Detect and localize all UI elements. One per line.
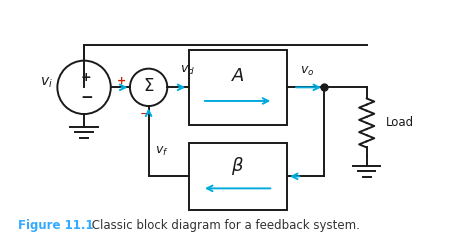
Text: $v_d$: $v_d$ (180, 64, 195, 77)
Text: −: − (140, 108, 150, 121)
Bar (188, 50, 287, 125)
Text: +: + (117, 76, 126, 86)
Text: −: − (80, 90, 93, 105)
Text: $v_i$: $v_i$ (40, 76, 53, 90)
Text: Figure 11.1: Figure 11.1 (18, 219, 94, 232)
Text: $A$: $A$ (231, 67, 245, 85)
Bar (188, 143, 287, 210)
Text: Load: Load (386, 116, 414, 129)
Text: $v_f$: $v_f$ (155, 145, 169, 158)
Text: $v_o$: $v_o$ (300, 64, 315, 77)
Text: Classic block diagram for a feedback system.: Classic block diagram for a feedback sys… (88, 219, 360, 232)
Text: +: + (81, 71, 92, 84)
Text: $\beta$: $\beta$ (231, 155, 244, 177)
Text: $\Sigma$: $\Sigma$ (143, 77, 154, 95)
